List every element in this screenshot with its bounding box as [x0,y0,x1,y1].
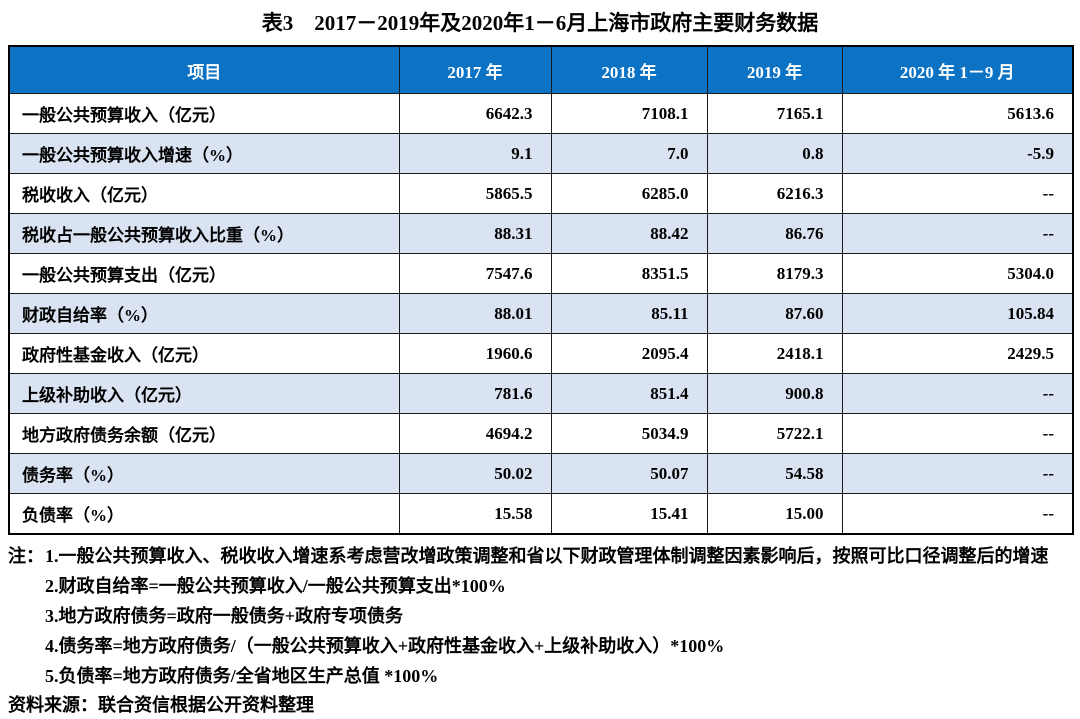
row-value: 8179.3 [706,253,843,294]
row-value: -5.9 [841,133,1074,174]
row-value: 5865.5 [398,173,552,214]
row-label: 债务率（%） [8,453,400,494]
notes-section: 注： 1.一般公共预算收入、税收收入增速系考虑营改增政策调整和省以下财政管理体制… [8,541,1072,691]
row-label: 税收占一般公共预算收入比重（%） [8,213,400,254]
row-value: 50.02 [398,453,552,494]
notes-prefix-label: 注： [8,546,44,566]
row-value: 8351.5 [550,253,708,294]
row-value: 54.58 [706,453,843,494]
row-label: 一般公共预算收入（亿元） [8,93,400,134]
column-header-3: 2019 年 [706,45,843,94]
table-row: 政府性基金收入（亿元） 1960.6 2095.4 2418.1 2429.5 [8,333,1074,374]
row-value: 900.8 [706,373,843,414]
row-value: 87.60 [706,293,843,334]
table-row: 税收占一般公共预算收入比重（%） 88.31 88.42 86.76 -- [8,213,1074,254]
column-header-1: 2017 年 [398,45,552,94]
row-value: 7108.1 [550,93,708,134]
table-header-row: 项目 2017 年 2018 年 2019 年 2020 年 1－9 月 [8,45,1074,94]
row-value: 0.8 [706,133,843,174]
row-label: 税收收入（亿元） [8,173,400,214]
row-value: 5034.9 [550,413,708,454]
row-label: 一般公共预算收入增速（%） [8,133,400,174]
row-value: 2429.5 [841,333,1074,374]
notes-list: 1.一般公共预算收入、税收收入增速系考虑营改增政策调整和省以下财政管理体制调整因… [45,541,1072,691]
row-value: 1960.6 [398,333,552,374]
column-header-0: 项目 [8,45,400,94]
table-row: 税收收入（亿元） 5865.5 6285.0 6216.3 -- [8,173,1074,214]
row-label: 地方政府债务余额（亿元） [8,413,400,454]
row-value: -- [841,173,1074,214]
column-header-2: 2018 年 [550,45,708,94]
table-row: 一般公共预算收入增速（%） 9.1 7.0 0.8 -5.9 [8,133,1074,174]
row-value: 15.41 [550,493,708,535]
table-title: 表3 2017－2019年及2020年1－6月上海市政府主要财务数据 [261,11,819,35]
row-value: 2095.4 [550,333,708,374]
table-row: 上级补助收入（亿元） 781.6 851.4 900.8 -- [8,373,1074,414]
row-value: 7547.6 [398,253,552,294]
row-label: 一般公共预算支出（亿元） [8,253,400,294]
financial-data-table: 项目 2017 年 2018 年 2019 年 2020 年 1－9 月 一般公共预算收… [8,45,1074,535]
table-row: 财政自给率（%） 88.01 85.11 87.60 105.84 [8,293,1074,334]
source-line: 资料来源：联合资信根据公开资料整理 [8,695,314,715]
row-value: -- [841,493,1074,535]
row-value: 6642.3 [398,93,552,134]
row-value: 5722.1 [706,413,843,454]
table-row: 一般公共预算支出（亿元） 7547.6 8351.5 8179.3 5304.0 [8,253,1074,294]
row-label: 上级补助收入（亿元） [8,373,400,414]
row-value: 5304.0 [841,253,1074,294]
column-header-4: 2020 年 1－9 月 [841,45,1074,94]
note-item-4: 4.债务率=地方政府债务/（一般公共预算收入+政府性基金收入+上级补助收入）*1… [45,636,725,656]
row-value: 86.76 [706,213,843,254]
row-value: 4694.2 [398,413,552,454]
row-value: -- [841,453,1074,494]
row-value: 7.0 [550,133,708,174]
row-value: -- [841,373,1074,414]
row-value: 9.1 [398,133,552,174]
row-value: 5613.6 [841,93,1074,134]
row-value: 15.58 [398,493,552,535]
row-value: 6216.3 [706,173,843,214]
row-value: 6285.0 [550,173,708,214]
row-label: 负债率（%） [8,493,400,535]
row-value: 2418.1 [706,333,843,374]
table-row: 一般公共预算收入（亿元） 6642.3 7108.1 7165.1 5613.6 [8,93,1074,134]
row-value: 85.11 [550,293,708,334]
note-item-1: 1.一般公共预算收入、税收收入增速系考虑营改增政策调整和省以下财政管理体制调整因… [45,546,1049,566]
row-label: 政府性基金收入（亿元） [8,333,400,374]
row-value: -- [841,413,1074,454]
table-body: 一般公共预算收入（亿元） 6642.3 7108.1 7165.1 5613.6 一般公共… [8,93,1074,535]
row-value: 88.01 [398,293,552,334]
row-value: 15.00 [706,493,843,535]
row-value: 851.4 [550,373,708,414]
note-item-5: 5.负债率=地方政府债务/全省地区生产总值 *100% [45,666,439,686]
row-value: 88.42 [550,213,708,254]
table-row: 债务率（%） 50.02 50.07 54.58 -- [8,453,1074,494]
row-value: 7165.1 [706,93,843,134]
table-row: 地方政府债务余额（亿元） 4694.2 5034.9 5722.1 -- [8,413,1074,454]
row-value: 781.6 [398,373,552,414]
row-label: 财政自给率（%） [8,293,400,334]
row-value: 50.07 [550,453,708,494]
row-value: -- [841,213,1074,254]
row-value: 88.31 [398,213,552,254]
note-item-3: 3.地方政府债务=政府一般债务+政府专项债务 [45,606,404,626]
row-value: 105.84 [841,293,1074,334]
note-item-2: 2.财政自给率=一般公共预算收入/一般公共预算支出*100% [45,576,506,596]
table-row: 负债率（%） 15.58 15.41 15.00 -- [8,493,1074,535]
